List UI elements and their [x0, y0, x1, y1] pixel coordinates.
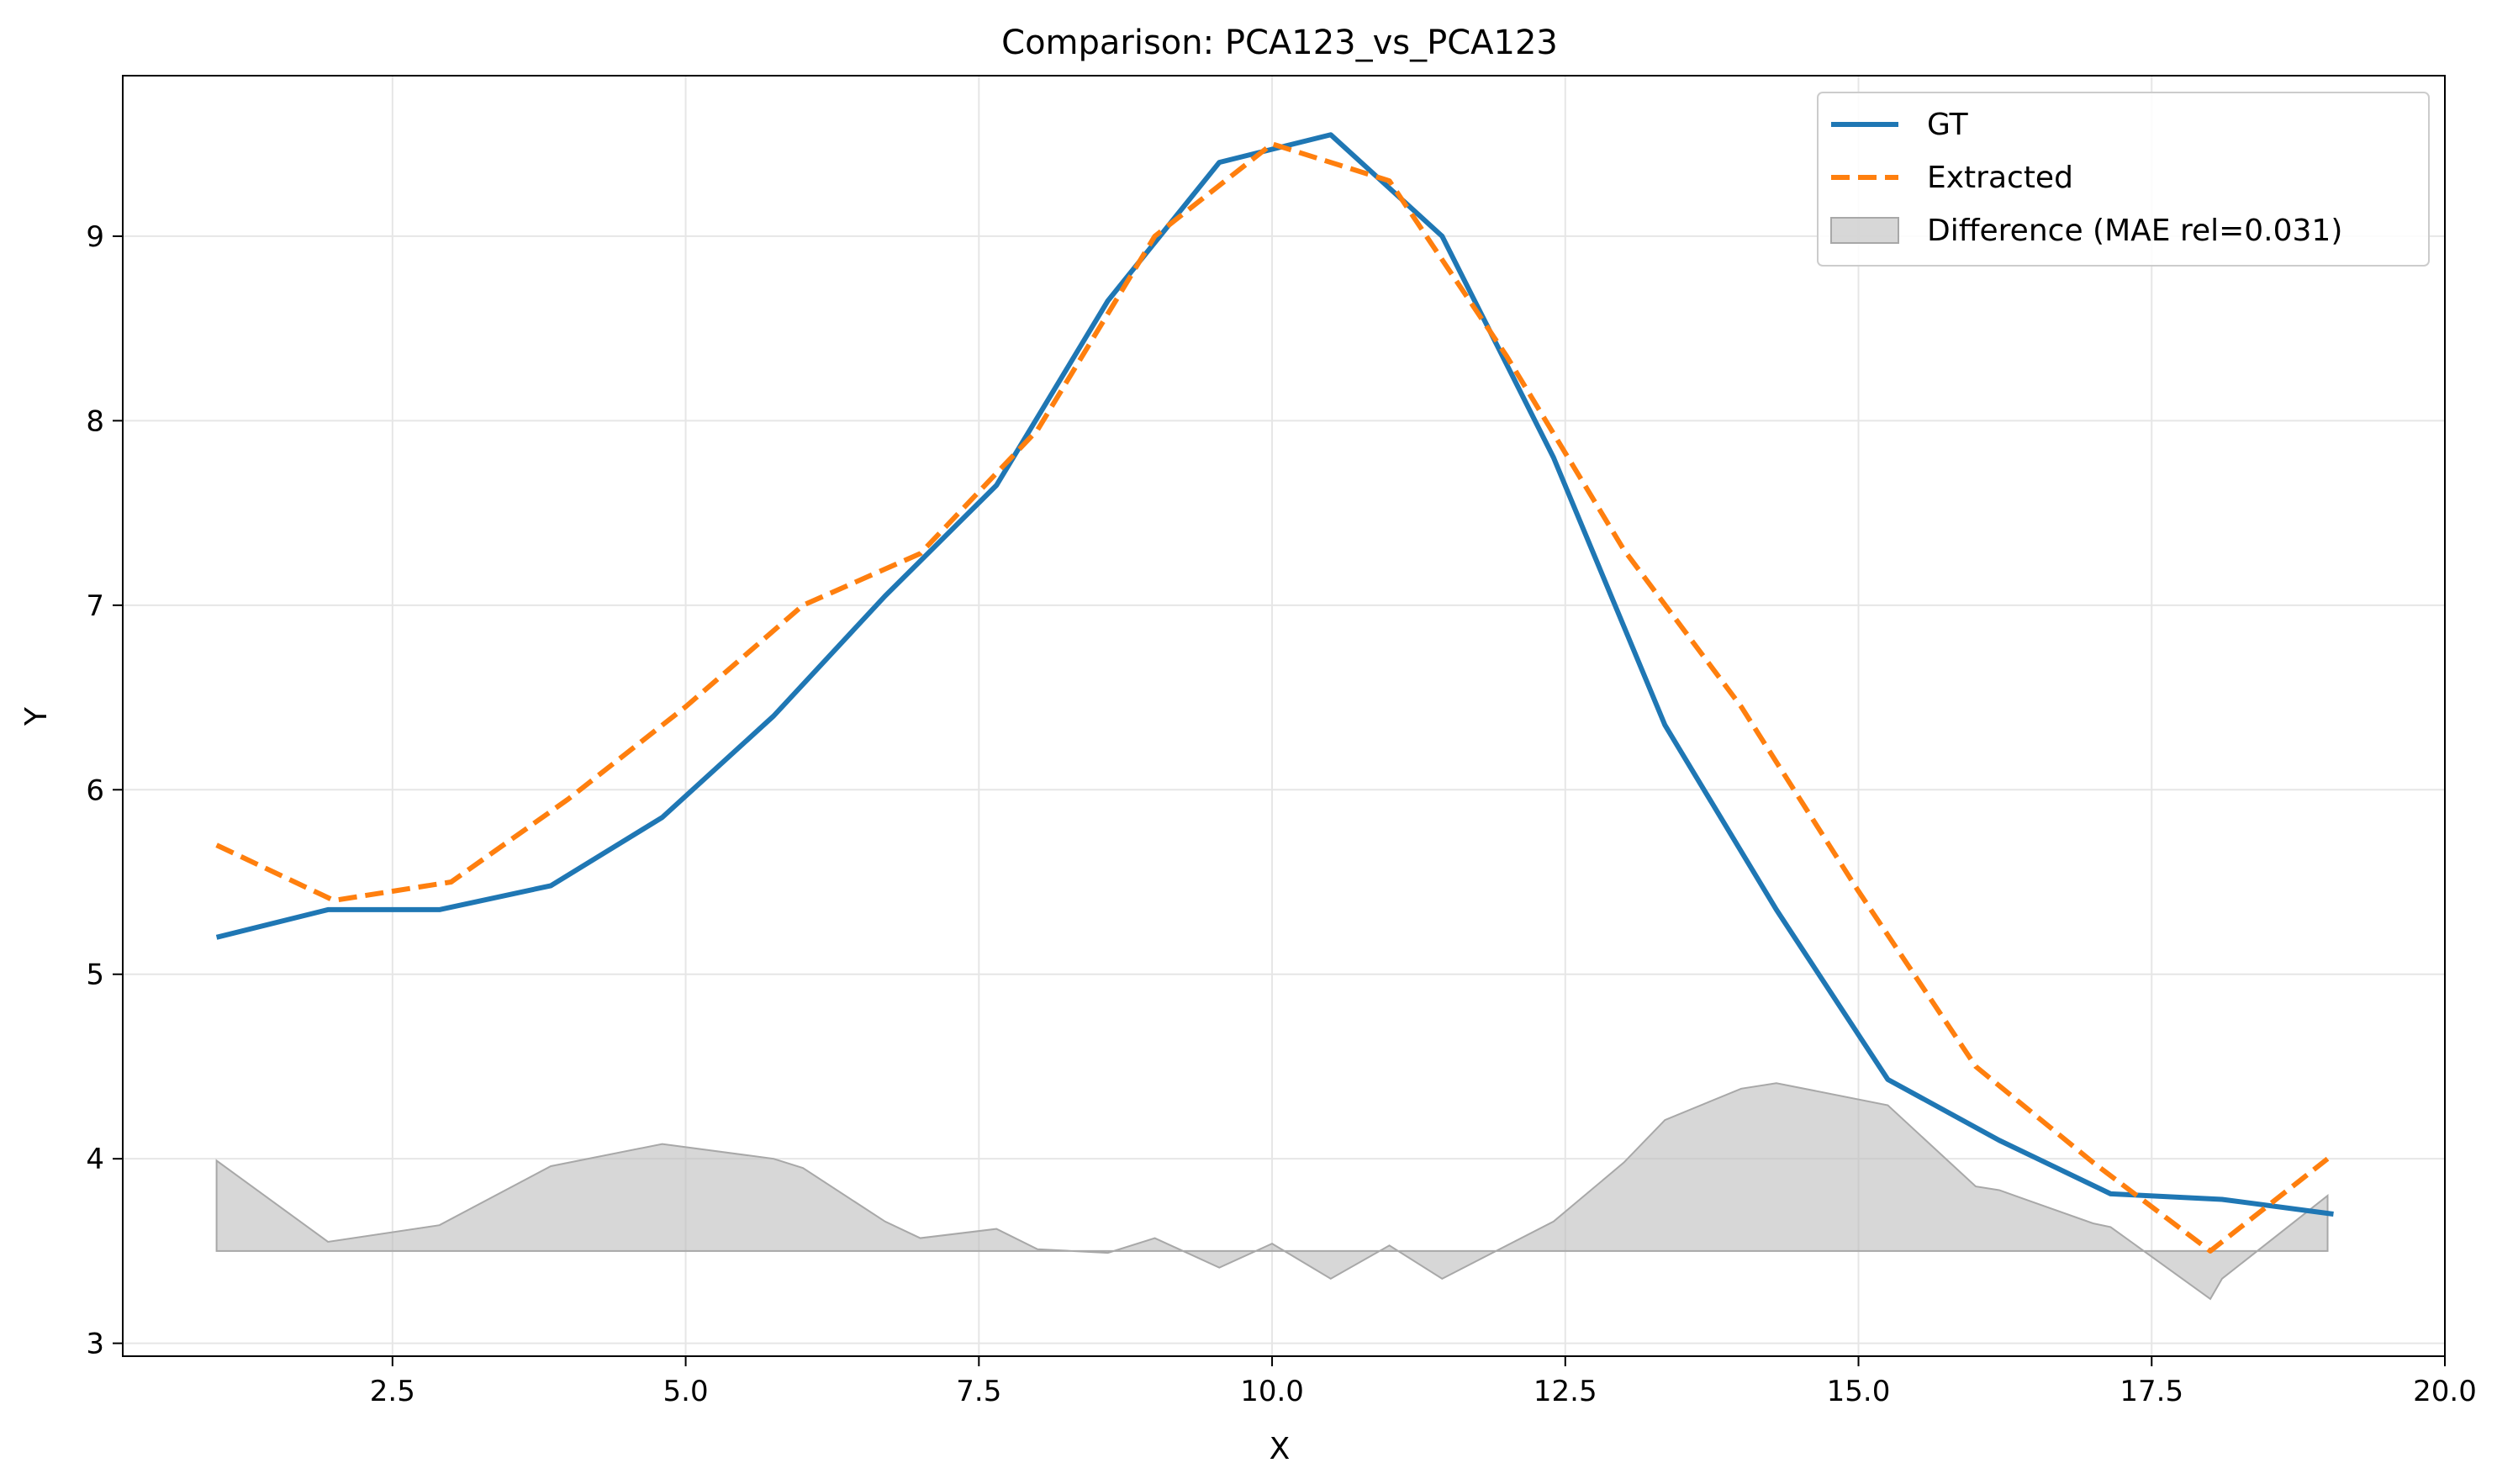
- x-tick-label: 20.0: [2413, 1375, 2477, 1408]
- x-tick-label: 7.5: [956, 1375, 1001, 1408]
- extracted-line: [215, 141, 2330, 1254]
- y-tick-label: 9: [86, 220, 104, 254]
- y-tick-label: 7: [86, 589, 104, 623]
- y-tick-label: 6: [86, 774, 104, 807]
- legend-label: GT: [1927, 108, 1969, 142]
- gt-line: [215, 132, 2334, 1217]
- axis-ticks: 2.5 5.0 7.5 10.0 12.5 15.0 17.5 20.0 3 4 5 6 7 8 9: [86, 220, 2476, 1408]
- legend-label: Extracted: [1927, 161, 2073, 195]
- legend-label: Difference (MAE rel=0.031): [1927, 214, 2342, 248]
- y-tick-label: 8: [86, 404, 104, 438]
- difference-area-layer: [215, 1082, 2329, 1301]
- x-tick-label: 17.5: [2120, 1375, 2183, 1408]
- y-tick-label: 4: [86, 1143, 104, 1176]
- chart-title: Comparison: PCA123_vs_PCA123: [1001, 24, 1558, 62]
- x-axis-label: X: [1270, 1432, 1291, 1466]
- series-lines-layer: [215, 132, 2334, 1254]
- legend-box: [1817, 92, 2430, 267]
- difference-area: [215, 1082, 2329, 1301]
- y-tick-label: 5: [86, 959, 104, 992]
- x-tick-label: 5.0: [663, 1375, 709, 1408]
- legend: GT Extracted Difference (MAE rel=0.031): [1817, 92, 2430, 267]
- x-tick-label: 10.0: [1240, 1375, 1304, 1408]
- plot-frame: [122, 75, 2446, 1357]
- x-tick-label: 12.5: [1534, 1375, 1597, 1408]
- y-axis-label: Y: [19, 706, 54, 726]
- x-tick-label: 2.5: [370, 1375, 415, 1408]
- y-tick-label: 3: [86, 1328, 104, 1361]
- x-tick-label: 15.0: [1827, 1375, 1891, 1408]
- legend-swatch-difference: [1830, 217, 1899, 244]
